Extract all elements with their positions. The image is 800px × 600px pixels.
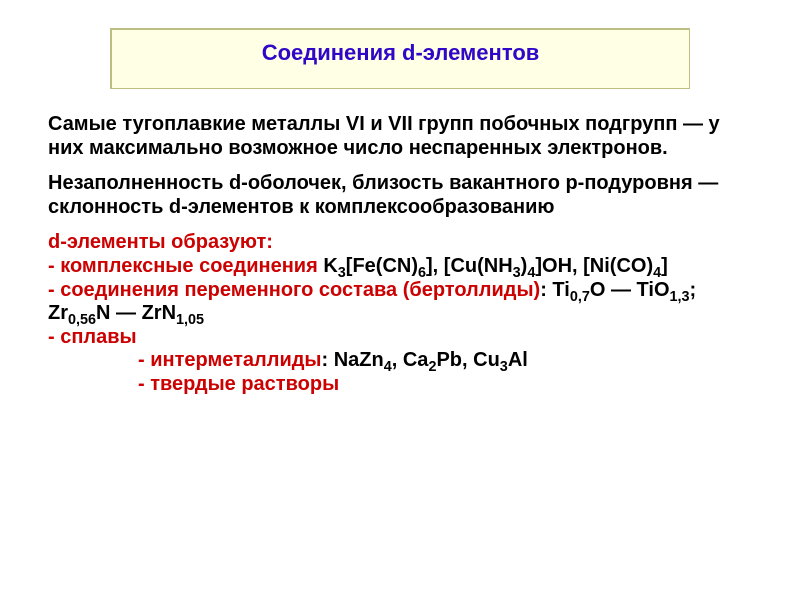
solid-solutions-label: - твердые растворы <box>138 373 339 395</box>
complex-rest-a: K <box>318 255 338 277</box>
intermetallides-rest-b: , Ca <box>392 349 429 371</box>
list-item-intermetallides: - интерметаллиды: NaZn4, Ca2Pb, Cu3Al <box>138 349 752 373</box>
bertollides-label: - соединения переменного состава (бертол… <box>48 279 540 301</box>
paragraph-2: Незаполненность d-оболочек, близость вак… <box>48 172 752 219</box>
sub-zrn105: 1,05 <box>176 312 204 328</box>
complex-rest-e: ]OH, [Ni(CO) <box>535 255 653 277</box>
list-heading-text: d-элементы образуют: <box>48 231 273 253</box>
intermetallides-label: - интерметаллиды <box>138 349 322 371</box>
paragraph-1: Самые тугоплавкие металлы VI и VII групп… <box>48 113 752 160</box>
sub-ti07: 0,7 <box>570 289 590 305</box>
list-item-bertollides: - соединения переменного состава (бертол… <box>48 279 752 326</box>
bertollides-rest-b: O — TiO <box>590 279 670 301</box>
title-box: Соединения d-элементов <box>110 28 690 89</box>
slide: Соединения d-элементов Самые тугоплавкие… <box>0 0 800 600</box>
alloys-label: - сплавы <box>48 326 137 348</box>
slide-title: Соединения d-элементов <box>262 40 540 65</box>
complex-rest-f: ] <box>661 255 668 277</box>
list-heading: d-элементы образуют: <box>48 231 752 255</box>
sub-nazn4: 4 <box>384 359 392 375</box>
intermetallides-rest-c: Pb, Cu <box>436 349 499 371</box>
sub-tio13: 1,3 <box>670 289 690 305</box>
intermetallides-rest-d: Al <box>508 349 528 371</box>
complex-label: - комплексные соединения <box>48 255 318 277</box>
bertollides-rest-a: : Ti <box>540 279 570 301</box>
sub-cu3: 3 <box>500 359 508 375</box>
list-item-solid-solutions: - твердые растворы <box>138 373 752 397</box>
list-item-alloys: - сплавы <box>48 326 752 350</box>
complex-rest-b: [Fe(CN) <box>346 255 418 277</box>
d-elements-list: d-элементы образуют: - комплексные соеди… <box>48 231 752 396</box>
complex-rest-c: ], [Cu(NH <box>426 255 513 277</box>
intermetallides-rest-a: : NaZn <box>322 349 384 371</box>
list-item-complex: - комплексные соединения K3[Fe(CN)6], [C… <box>48 255 752 279</box>
bertollides-rest-d: N — ZrN <box>96 302 176 324</box>
